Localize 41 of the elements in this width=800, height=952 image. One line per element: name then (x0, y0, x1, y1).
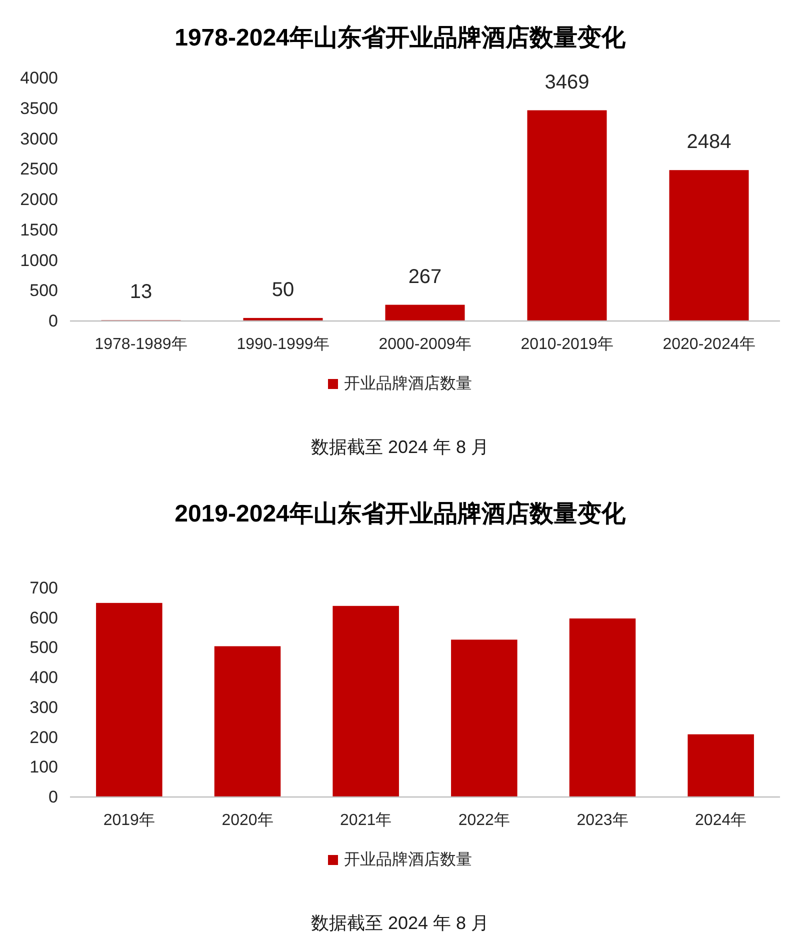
y-tick-label: 0 (48, 312, 58, 330)
x-tick-label: 2010-2019年 (520, 336, 614, 353)
data-label: 3469 (544, 71, 590, 94)
legend: 开业品牌酒店数量 (328, 852, 472, 868)
y-tick-label: 200 (30, 728, 58, 747)
y-tick-label: 400 (30, 668, 58, 688)
y-tick-label: 1000 (20, 250, 58, 270)
y-tick-label: 3000 (20, 129, 58, 148)
legend-label: 开业品牌酒店数量 (344, 850, 472, 868)
y-tick-label: 300 (30, 698, 58, 717)
text: 数据截至 2024 年 8 月 (310, 437, 490, 457)
data-label: 2484 (686, 131, 732, 154)
x-tick-label: 2019年 (103, 812, 155, 829)
chart-title: 2019-2024年山东省开业品牌酒店数量变化 (174, 500, 626, 528)
y-tick-label: 0 (48, 788, 58, 806)
data-label: 13 (130, 281, 152, 304)
data-label: 50 (272, 278, 294, 301)
x-tick-label: 2020年 (222, 812, 274, 829)
x-tick-label: 2024年 (695, 812, 747, 829)
y-tick-label: 600 (30, 608, 58, 628)
x-tick-label: 2000-2009年 (378, 336, 472, 353)
x-tick-label: 2021年 (340, 812, 392, 829)
chart-title: 1978-2024年山东省开业品牌酒店数量变化 (174, 24, 626, 52)
x-tick-label: 2022年 (458, 812, 510, 829)
y-tick-label: 100 (30, 758, 58, 777)
x-tick-label: 2023年 (576, 812, 628, 829)
legend-label: 开业品牌酒店数量 (344, 374, 472, 392)
data-label: 267 (408, 266, 442, 288)
y-tick-label: 4000 (20, 68, 58, 88)
y-tick-label: 500 (30, 281, 58, 300)
y-tick-label: 2000 (20, 190, 58, 209)
y-tick-label: 500 (30, 638, 58, 658)
text: 数据截至 2024 年 8 月 (310, 913, 490, 933)
y-tick-label: 3500 (20, 98, 58, 118)
x-tick-label: 2020-2024年 (662, 336, 756, 353)
y-tick-label: 1500 (20, 220, 58, 240)
y-tick-label: 700 (30, 578, 58, 598)
legend: 开业品牌酒店数量 (328, 376, 472, 392)
y-tick-label: 2500 (20, 160, 58, 179)
x-tick-label: 1978-1989年 (94, 336, 188, 353)
x-tick-label: 1990-1999年 (236, 336, 330, 353)
